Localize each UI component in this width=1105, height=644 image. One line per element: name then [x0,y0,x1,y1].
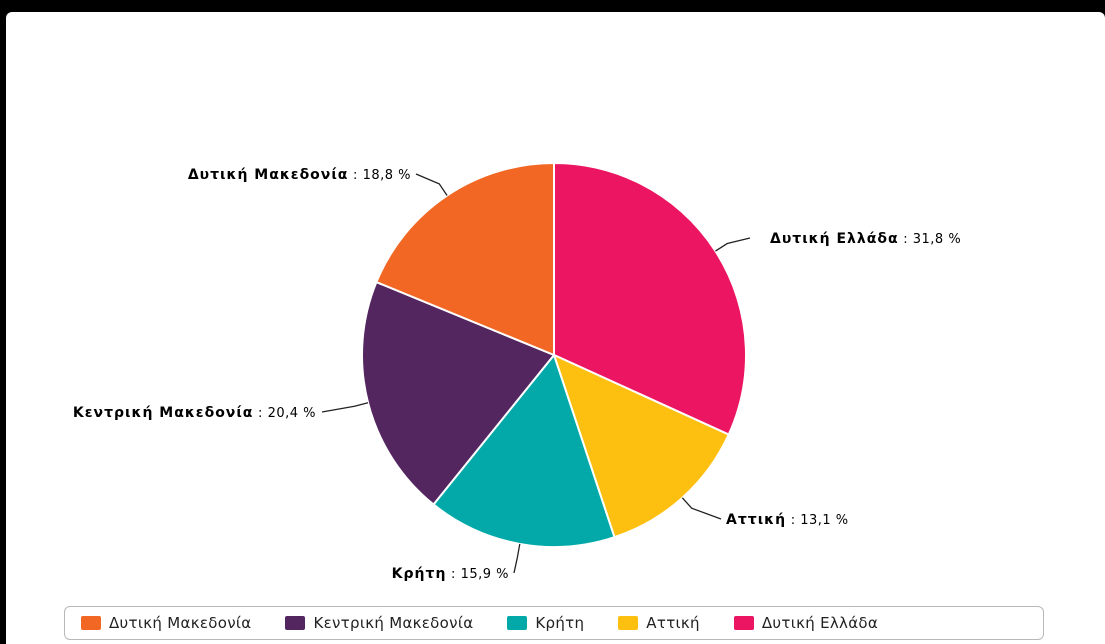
data-label: Κρήτη : 15,9 % [392,566,509,582]
legend-label: Κρήτη [535,614,585,632]
label-connector [681,497,722,520]
data-label-name: Δυτική Ελλάδα [770,231,899,247]
data-label-value: : 31,8 % [899,232,962,247]
label-connector [415,173,448,196]
data-label: Αττική : 13,1 % [726,512,849,528]
data-label-value: : 15,9 % [446,567,509,582]
data-label: Δυτική Μακεδονία : 18,8 % [188,167,411,183]
legend-label: Δυτική Μακεδονία [109,614,252,632]
chart-panel: Δυτική Ελλάδα : 31,8 % Αττική : 13,1 % Κρή… [6,12,1105,644]
legend-label: Αττική [646,614,700,632]
data-label-value: : 13,1 % [786,513,849,528]
legend-item-attiki[interactable]: Αττική [618,614,700,632]
label-connector [715,237,751,252]
legend-item-kriti[interactable]: Κρήτη [507,614,584,632]
pie-slice[interactable] [553,161,747,436]
data-label-name: Κρήτη [392,566,447,582]
legend-item-dytiki-ellada[interactable]: Δυτική Ελλάδα [733,614,879,632]
legend-label: Κεντρική Μακεδονία [313,614,474,632]
label-connectors [321,173,751,574]
pie-chart: Δυτική Ελλάδα : 31,8 % Αττική : 13,1 % Κρή… [73,161,961,582]
pie-slice[interactable] [432,352,616,548]
label-connector [321,402,369,413]
legend-label: Δυτική Ελλάδα [761,614,879,632]
data-label-name: Αττική [726,512,786,528]
legend-swatch [507,616,528,630]
legend-swatch [285,616,306,630]
data-labels: Δυτική Ελλάδα : 31,8 % Αττική : 13,1 % Κρή… [73,167,961,582]
data-label: Κεντρική Μακεδονία : 20,4 % [73,405,316,421]
chart-legend: Δυτική Μακεδονία Κεντρική Μακεδονία Κρήτ… [64,606,1044,640]
data-label-value: : 20,4 % [253,406,316,421]
data-label-value: : 18,8 % [348,168,411,183]
label-connector [513,543,521,574]
legend-item-kentriki-makedonia[interactable]: Κεντρική Μακεδονία [285,614,473,632]
legend-item-dytiki-makedonia[interactable]: Δυτική Μακεδονία [81,614,251,632]
legend-swatch [733,616,754,630]
data-label-name: Κεντρική Μακεδονία [73,405,254,421]
legend-swatch [81,616,101,630]
data-label-name: Δυτική Μακεδονία [188,167,349,183]
pie-slices [361,161,747,548]
legend-swatch [618,616,639,630]
pie-slice[interactable] [552,353,731,539]
data-label: Δυτική Ελλάδα : 31,8 % [770,231,961,247]
